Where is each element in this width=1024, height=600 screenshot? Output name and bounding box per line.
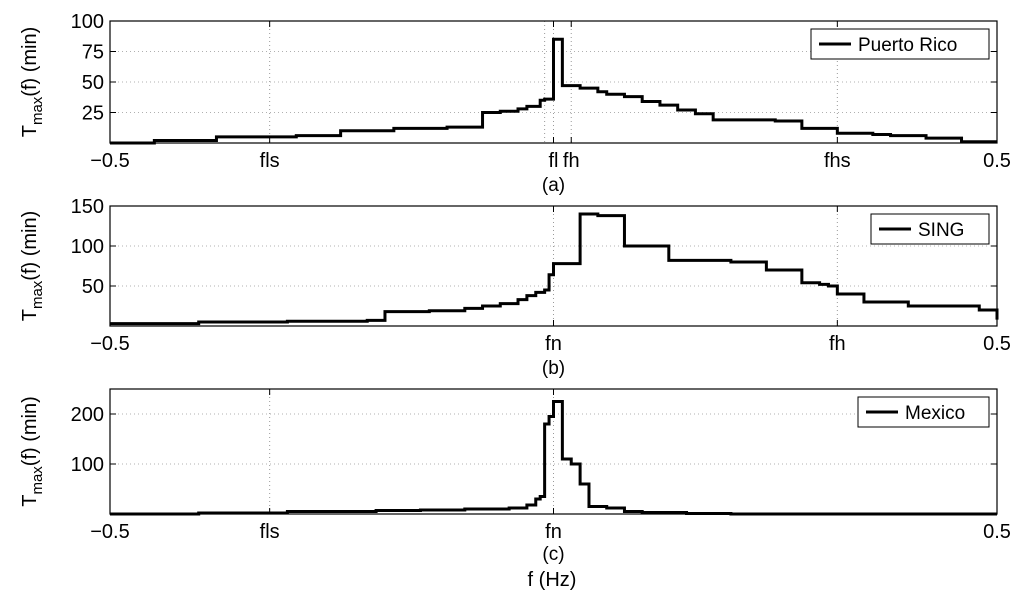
y-axis-label-rest: (f) (min) [19, 27, 41, 97]
y-axis-label: Tmax(f) (min) [19, 396, 46, 507]
y-tick-label: 150 [71, 196, 104, 218]
y-axis-label-main: T [19, 125, 41, 137]
y-tick-label: 75 [82, 42, 104, 64]
x-tick-label: fn [545, 521, 562, 543]
subplot-b: 50 100 150 −0.5 fn fh 0.5 Tmax(f) (min) SING (b) [19, 196, 1011, 379]
x-tick-label: 0.5 [983, 521, 1011, 543]
y-tick-label: 50 [82, 276, 104, 298]
y-tick-label: 50 [82, 72, 104, 94]
y-tick-label: 100 [71, 11, 104, 33]
x-tick-label: fls [260, 150, 280, 172]
y-axis-label-subscript: max [29, 96, 46, 125]
x-tick-label: fls [260, 521, 280, 543]
y-tick-label: 25 [82, 103, 104, 125]
x-tick-label: 0.5 [983, 333, 1011, 355]
x-tick-label: fh [829, 333, 846, 355]
x-tick-label: −0.5 [90, 333, 129, 355]
y-axis-label-rest: (f) (min) [19, 396, 41, 466]
x-axis-label: f (Hz) [528, 569, 577, 591]
subplot-label: (b) [542, 358, 565, 379]
y-axis-label-main: T [19, 309, 41, 321]
y-tick-label: 200 [71, 404, 104, 426]
subplot-a: 25 50 75 100 −0.5 fls fl fh fhs 0.5 Tmax(f) (min) P… [19, 11, 1011, 196]
legend: SING [870, 213, 990, 245]
y-axis-label-subscript: max [29, 280, 46, 309]
x-tick-label: −0.5 [90, 521, 129, 543]
legend-label: Puerto Rico [858, 35, 957, 56]
y-axis-label-rest: (f) (min) [19, 211, 41, 281]
y-axis-label: Tmax(f) (min) [19, 211, 46, 322]
subplot-label: (a) [542, 175, 565, 196]
legend: Mexico [857, 396, 990, 428]
y-tick-label: 100 [71, 454, 104, 476]
y-axis-label-main: T [19, 495, 41, 507]
x-tick-label: 0.5 [983, 150, 1011, 172]
subplot-c: 100 200 −0.5 fls fn 0.5 Tmax(f) (min) Mexico (c) [19, 388, 1011, 565]
legend-label: SING [918, 220, 964, 241]
x-tick-label: fl [549, 150, 559, 172]
legend: Puerto Rico [810, 28, 990, 60]
y-axis-label: Tmax(f) (min) [19, 27, 46, 138]
series-line [110, 37, 997, 145]
x-tick-label: fh [563, 150, 580, 172]
y-tick-label: 100 [71, 236, 104, 258]
y-axis-label-subscript: max [29, 466, 46, 495]
series-line [110, 400, 997, 516]
subplot-label: (c) [542, 544, 564, 565]
series-line [110, 212, 999, 326]
legend-label: Mexico [905, 403, 965, 424]
x-tick-label: fn [545, 333, 562, 355]
x-tick-label: fhs [824, 150, 851, 172]
x-tick-label: −0.5 [90, 150, 129, 172]
